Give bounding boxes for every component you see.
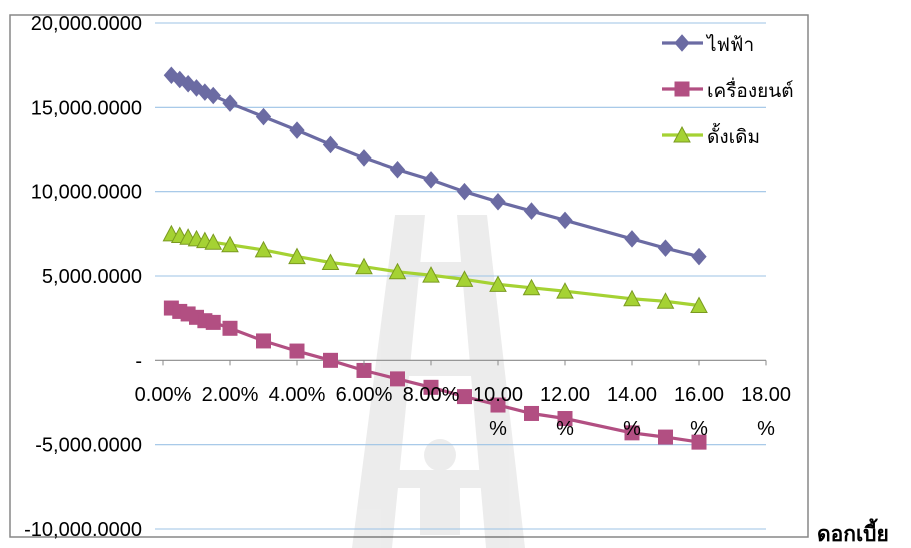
data-point-1 (356, 362, 372, 378)
data-point-2 (221, 235, 239, 253)
data-point-0 (222, 94, 238, 112)
x-tick-label: 0.00% (135, 384, 192, 406)
data-point-2 (455, 270, 474, 287)
data-point-0 (624, 230, 640, 248)
gridlines (155, 22, 766, 530)
x-axis-label: ดอกเบี้ย (817, 518, 889, 546)
legend-label: ดั้งเดิม (707, 123, 760, 148)
data-point-0 (205, 86, 221, 105)
x-tick-label: 12.00% (540, 384, 590, 440)
data-point-1 (256, 333, 271, 349)
axes: -10,000.0000-5,000.0000-5,000.000010,000… (24, 13, 791, 541)
data-point-2 (556, 282, 574, 299)
data-point-2 (388, 262, 407, 280)
data-point-1 (390, 371, 405, 387)
data-point-2 (254, 240, 273, 258)
data-point-2 (204, 233, 223, 250)
data-point-1 (658, 429, 673, 445)
x-tick-label: 2.00% (202, 384, 259, 406)
data-point-2 (522, 278, 541, 296)
data-point-1 (490, 397, 506, 413)
y-tick-label: 5,000.0000 (42, 266, 142, 288)
data-point-2 (422, 266, 440, 283)
data-point-0 (657, 239, 674, 257)
data-point-2 (489, 275, 507, 292)
data-point-0 (389, 160, 406, 179)
x-tick-label: 18.00% (741, 384, 791, 440)
data-point-0 (456, 182, 473, 201)
data-point-1 (524, 405, 539, 421)
data-point-0 (322, 135, 339, 154)
y-tick-label: 20,000.0000 (31, 13, 142, 35)
x-tick-label: 14.00% (607, 384, 657, 440)
data-point-1 (205, 314, 221, 330)
legend-label: เครื่องยนต์ (707, 77, 794, 102)
data-point-0 (255, 107, 272, 126)
data-point-2 (288, 247, 306, 265)
data-point-0 (490, 193, 506, 211)
data-point-1 (557, 411, 573, 427)
data-point-0 (691, 247, 707, 266)
data-point-0 (356, 149, 372, 167)
data-point-1 (289, 343, 305, 359)
data-point-1 (423, 379, 439, 395)
y-tick-label: - (135, 350, 142, 372)
legend-label: ไฟฟ้า (705, 34, 754, 56)
data-point-2 (690, 296, 708, 314)
data-point-1 (457, 389, 472, 405)
legend-marker (674, 34, 690, 52)
data-point-1 (691, 434, 707, 450)
x-tick-label: 4.00% (269, 384, 326, 406)
x-tick-label: 8.00% (403, 384, 460, 406)
data-point-1 (624, 425, 640, 441)
data-point-2 (623, 289, 641, 307)
series-lines (162, 66, 708, 450)
data-point-0 (557, 211, 573, 230)
data-point-0 (423, 171, 439, 189)
data-point-2 (656, 292, 675, 309)
data-point-2 (355, 257, 373, 275)
legend-marker (673, 125, 691, 143)
data-point-2 (321, 253, 340, 271)
university-watermark (352, 215, 525, 548)
y-tick-label: 15,000.0000 (31, 97, 142, 119)
x-tick-label: 16.00% (674, 384, 724, 440)
x-tick-label: 10.00% (473, 384, 523, 440)
data-point-1 (222, 320, 238, 336)
data-point-1 (323, 352, 338, 368)
legend-marker (674, 81, 690, 97)
y-tick-label: -5,000.0000 (35, 435, 142, 457)
data-point-0 (523, 202, 540, 220)
y-tick-label: 10,000.0000 (31, 182, 142, 204)
data-point-0 (289, 121, 305, 139)
y-tick-label: -10,000.0000 (24, 519, 142, 541)
x-tick-label: 6.00% (336, 384, 393, 406)
